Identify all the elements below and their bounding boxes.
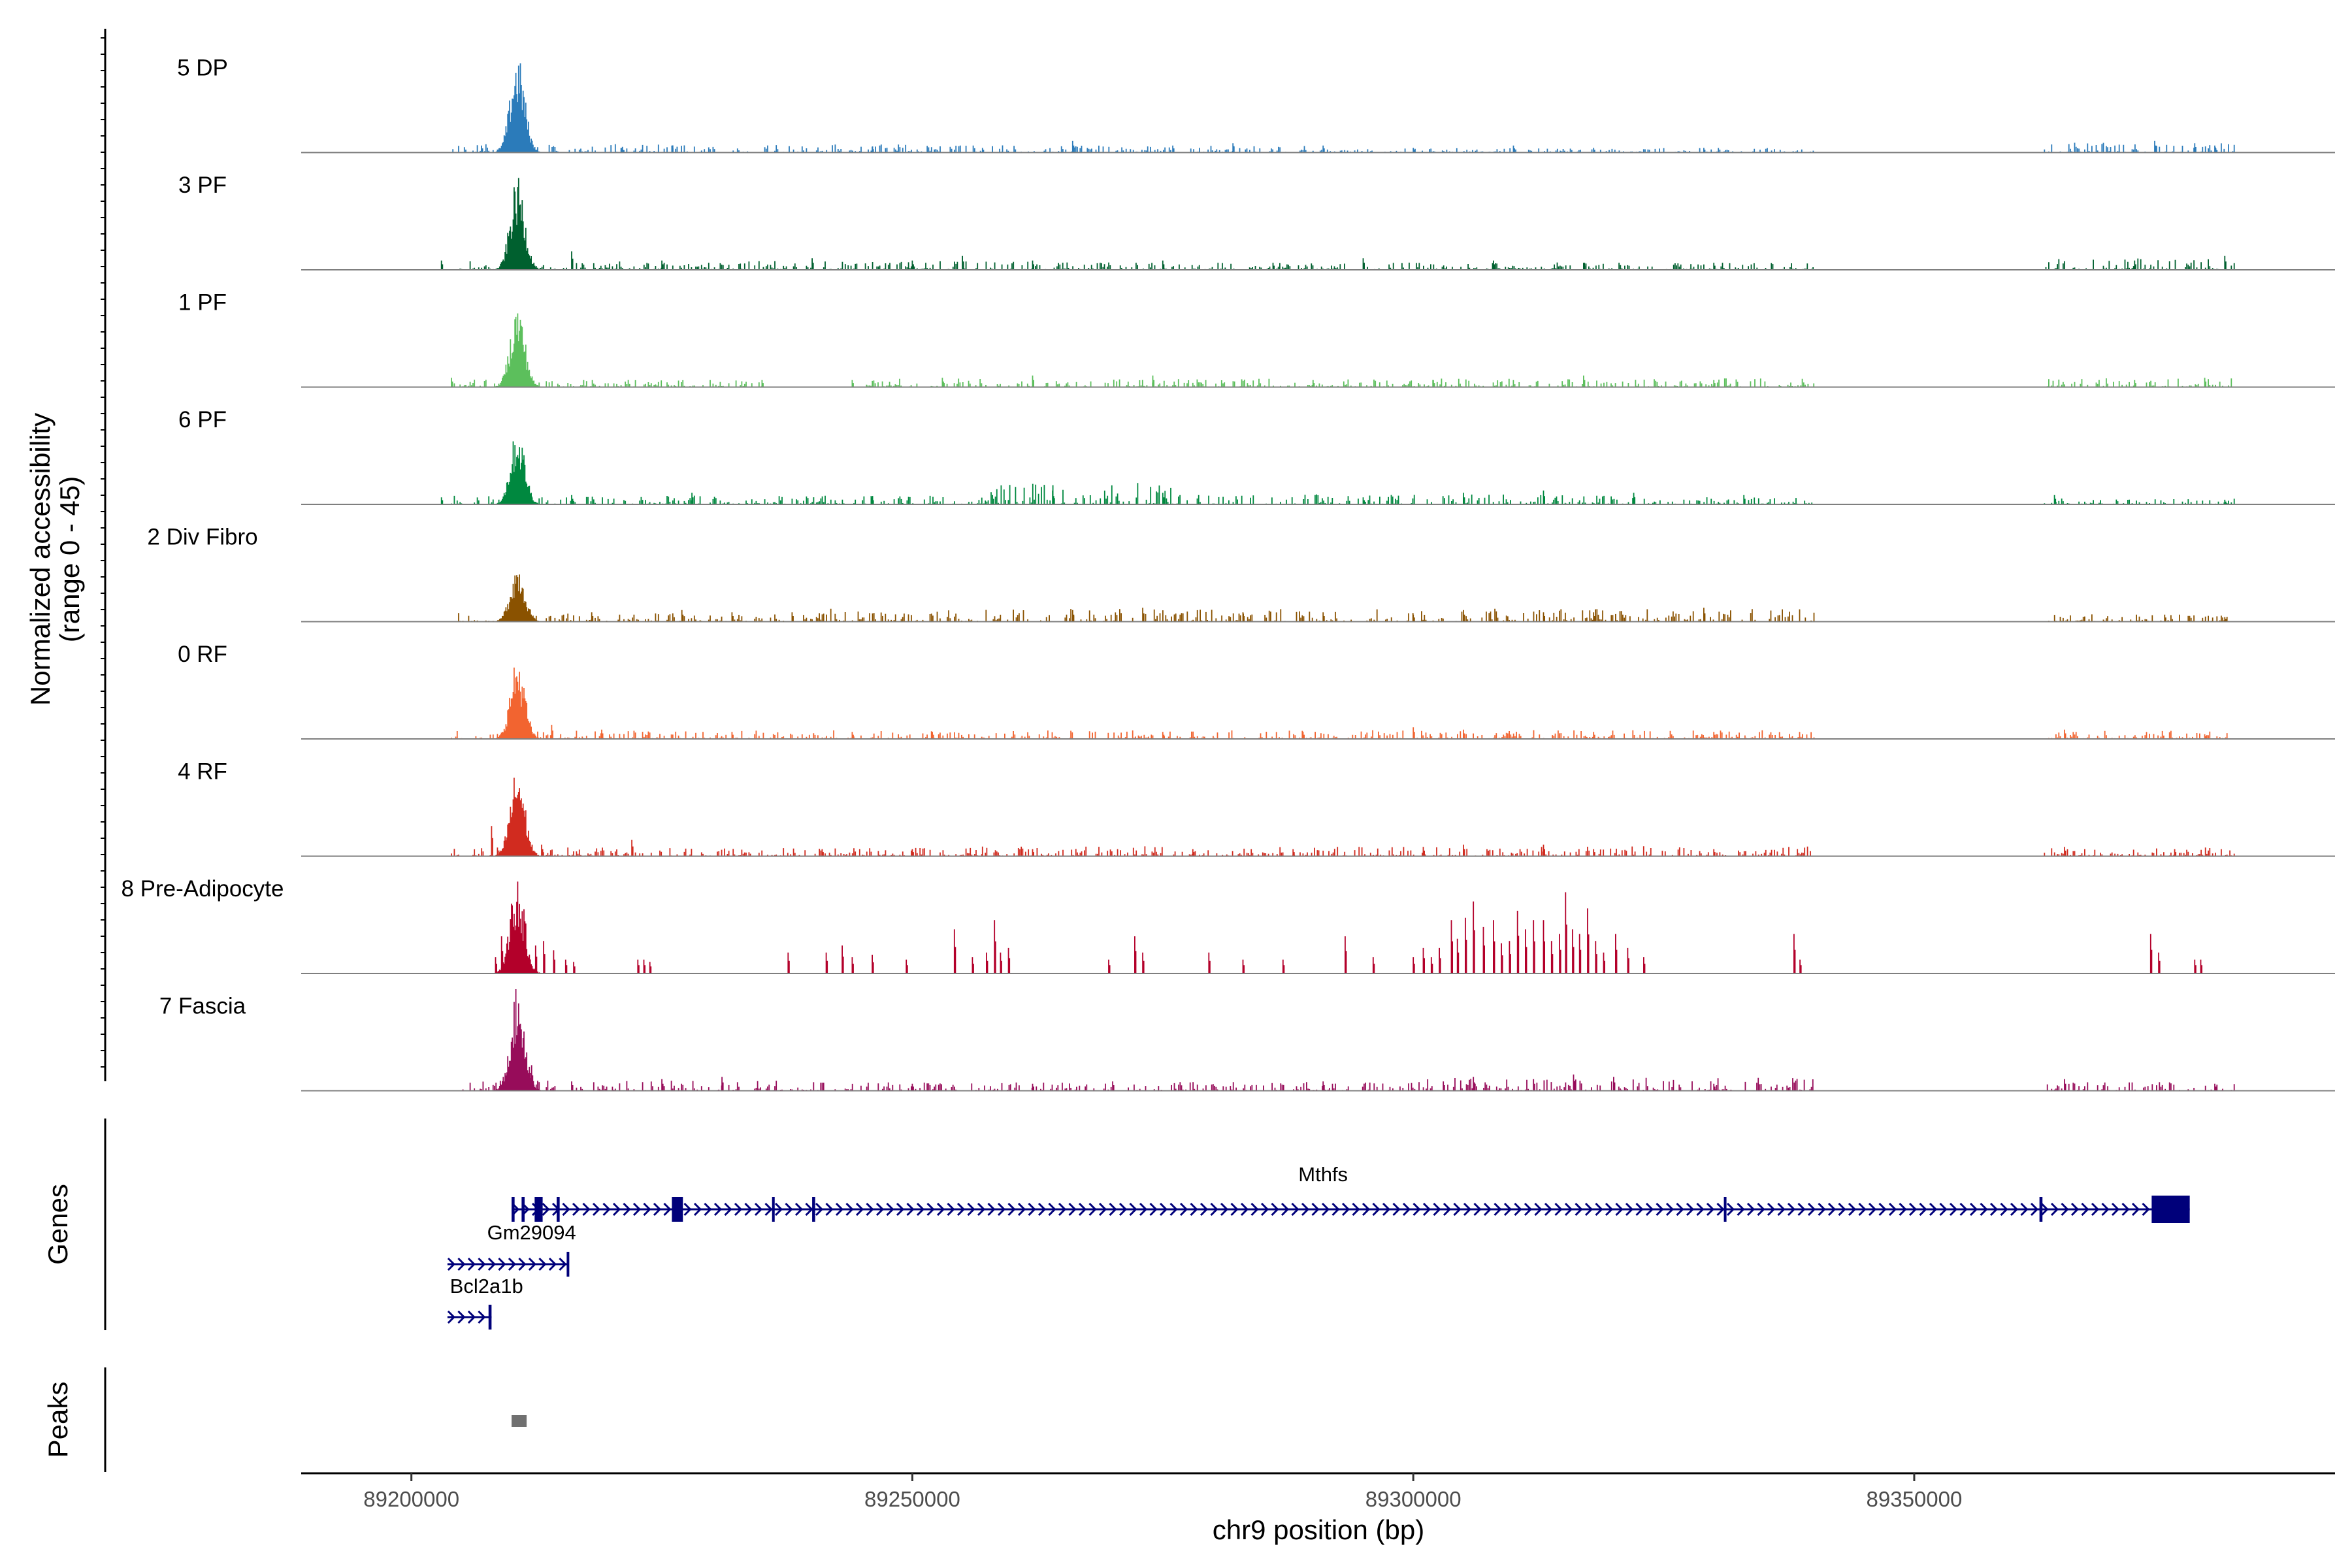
coverage-track: 8 Pre-Adipocyte — [121, 876, 2335, 974]
coverage-y-ticks — [101, 37, 105, 1068]
exon — [2151, 1196, 2190, 1223]
track-label: 2 Div Fibro — [147, 525, 257, 550]
coverage-tracks: 5 DP 3 PF 1 PF 6 PF 2 Div Fibro 0 RF 4 RF 8 Pre… — [121, 56, 2335, 1092]
coverage-signal — [456, 574, 2235, 622]
track-label: 5 DP — [177, 56, 228, 81]
exon — [521, 1197, 525, 1222]
gene-label: Bcl2a1b — [450, 1275, 523, 1298]
gene-model: Gm29094 — [447, 1221, 576, 1277]
exon — [488, 1305, 492, 1330]
exon — [772, 1197, 775, 1222]
track-label: 0 RF — [178, 642, 227, 667]
x-tick-label: 89200000 — [363, 1487, 459, 1511]
coverage-y-axis-title: Normalized accessibility — [25, 413, 56, 706]
coverage-signal — [495, 881, 2202, 973]
coverage-signal — [440, 178, 2235, 270]
track-label: 4 RF — [178, 759, 227, 785]
strand-arrows — [511, 1202, 2181, 1217]
coverage-signal — [451, 777, 2235, 857]
exon — [534, 1197, 543, 1222]
coverage-y-axis-subtitle: (range 0 - 45) — [54, 476, 85, 642]
x-axis-ticks: 89200000 89250000 89300000 89350000 — [363, 1473, 1962, 1511]
track-label: 6 PF — [178, 407, 227, 433]
coverage-signal — [462, 989, 2235, 1091]
exon — [512, 1197, 515, 1222]
coverage-signal — [451, 313, 2235, 387]
gene-model: Mthfs — [511, 1163, 2190, 1223]
coverage-track: 0 RF — [178, 642, 2335, 740]
peak-region — [512, 1415, 527, 1427]
gene-models: Mthfs Gm29094 Bcl2a1b — [447, 1163, 2190, 1330]
gene-label: Mthfs — [1298, 1163, 1348, 1186]
peak-regions — [512, 1415, 527, 1427]
exon — [672, 1197, 683, 1222]
exon — [2039, 1197, 2043, 1222]
coverage-track: 4 RF — [178, 759, 2335, 857]
track-label: 3 PF — [178, 172, 227, 198]
coverage-track: 6 PF — [178, 407, 2335, 505]
coverage-signal — [452, 63, 2235, 153]
coverage-signal — [440, 441, 2235, 504]
x-tick-label: 89300000 — [1365, 1487, 1462, 1511]
coverage-track: 1 PF — [178, 290, 2335, 388]
exon — [557, 1197, 560, 1222]
track-label: 8 Pre-Adipocyte — [121, 876, 284, 902]
coverage-track: 3 PF — [178, 172, 2335, 270]
track-label: 1 PF — [178, 290, 227, 316]
coverage-signal — [451, 667, 2228, 739]
gene-label: Gm29094 — [487, 1221, 576, 1244]
genes-panel-title: Genes — [42, 1184, 73, 1265]
strand-arrows — [447, 1257, 567, 1271]
coverage-track: 5 DP — [177, 56, 2335, 154]
x-tick-label: 89250000 — [864, 1487, 960, 1511]
x-tick-label: 89350000 — [1867, 1487, 1963, 1511]
exon — [812, 1197, 815, 1222]
exon — [566, 1252, 570, 1277]
coverage-track: 7 Fascia — [159, 989, 2335, 1092]
peaks-panel-title: Peaks — [42, 1382, 73, 1458]
exon — [1723, 1197, 1727, 1222]
track-label: 7 Fascia — [159, 994, 246, 1019]
coverage-track: 2 Div Fibro — [147, 525, 2335, 623]
gene-model: Bcl2a1b — [447, 1275, 523, 1330]
strand-arrows — [447, 1310, 486, 1324]
x-axis-title: chr9 position (bp) — [1213, 1514, 1425, 1545]
